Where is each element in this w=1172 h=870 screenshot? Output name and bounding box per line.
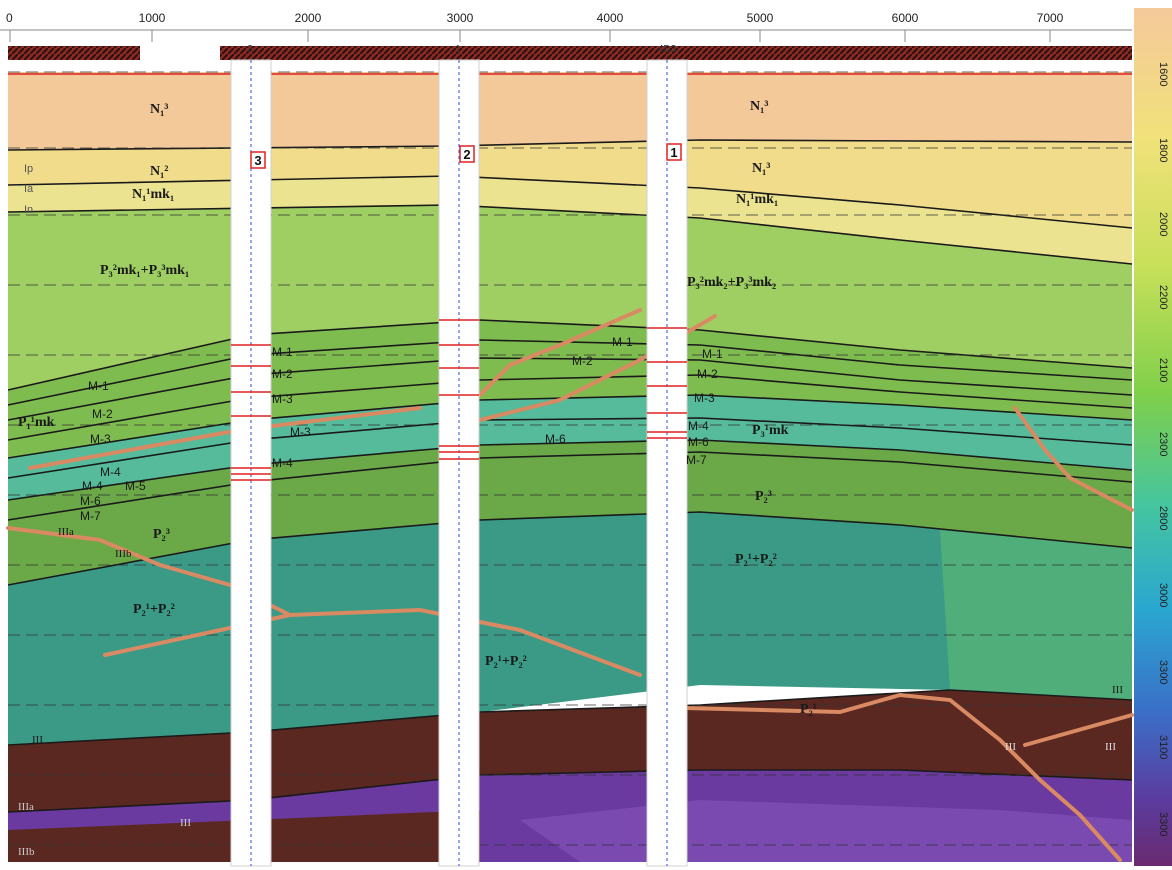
m-left-partial: M-4 (100, 465, 121, 479)
zone-iiib-bottom: IIIb (18, 846, 35, 858)
well-1-top-label: 4D3 (658, 44, 677, 55)
x-tick-6000: 6000 (892, 11, 919, 25)
label-p2-12-mid: P₂¹+P₂² (485, 654, 527, 669)
well-badges: 3 2 1 3 1 4D3 (247, 44, 682, 169)
zone-iiia-left: IIIa (58, 526, 74, 538)
layer-right-block (940, 530, 1132, 700)
horizon-label-group: M-1 M-2 M-3 M-4 M-5 M-6 M-7 M-4 M-1 M-2 … (24, 163, 723, 523)
layer-brown (8, 690, 1132, 812)
depth-tick-9: 3300 (1157, 660, 1169, 684)
m-left-3: M-3 (90, 432, 111, 446)
label-n1mk-left: N₁¹mk₁ (132, 187, 174, 202)
well-2-badge[interactable]: 2 (463, 147, 470, 162)
depth-tick-10: 3100 (1157, 735, 1169, 759)
geology-section (8, 72, 1132, 862)
layer-n1mk (8, 176, 1132, 264)
label-p3mk-right: P₃²mk₂+P₃³mk₂ (687, 275, 776, 290)
x-tick-7000: 7000 (1037, 11, 1064, 25)
layer-p2-3 (8, 440, 1132, 585)
well-3-top-label: 3 (247, 44, 253, 55)
m-right-3: M-3 (694, 391, 715, 405)
depth-tick-1: 1600 (1157, 62, 1169, 86)
label-p3mk-left: P₃²mk₁+P₃³mk₁ (100, 263, 189, 278)
m-left-4: M-4 (82, 479, 103, 493)
m-well3-3b: M-3 (290, 425, 311, 439)
well-2-top-label: 1 (455, 44, 461, 55)
zone-iiia-bottom: IIIa (18, 801, 34, 813)
layer-p1mk (8, 395, 1132, 500)
well-markers (231, 319, 687, 481)
label-p1mk-left: P₁¹mk (18, 415, 55, 430)
m-right-1: M-1 (702, 347, 723, 361)
zone-iiib-left: IIIb (115, 548, 132, 560)
label-p2-12-left: P₂¹+P₂² (133, 602, 175, 617)
left-small-ip: Ip (24, 163, 33, 175)
layer-p3mk (8, 205, 1132, 390)
zone-iii-bottom: III (180, 817, 191, 829)
x-tick-0: 0 (6, 11, 13, 25)
formation-labels: N₁³ N₁³ N₁² N₁³ N₁¹mk₁ N₁¹mk₁ P₃²mk₁+P₃³… (18, 99, 817, 717)
label-n1-2-left: N₁² (150, 164, 169, 179)
m-left-6: M-6 (80, 494, 101, 508)
depth-tick-11: 3300 (1157, 812, 1169, 836)
m-well3-2: M-2 (272, 367, 293, 381)
m-well3-3: M-3 (272, 392, 293, 406)
depth-tick-6: 2300 (1157, 432, 1169, 456)
x-tick-2000: 2000 (295, 11, 322, 25)
layer-n1-2 (8, 140, 1132, 228)
well-1-badge[interactable]: 1 (670, 145, 677, 160)
label-n1-3-left: N₁³ (150, 102, 169, 117)
zone-iii-right: III (1112, 684, 1123, 696)
zone-iii-left: III (32, 734, 43, 746)
well-3-badge[interactable]: 3 (254, 153, 261, 168)
label-p2-1: P₂¹ (800, 702, 817, 717)
m-well3-1: M-1 (272, 345, 293, 359)
layer-n1-3 (8, 72, 1132, 150)
m-left-2: M-2 (92, 407, 113, 421)
top-axis: 0 1000 2000 3000 4000 5000 6000 7000 (0, 11, 1132, 42)
zone-iii-right2: III (1005, 741, 1016, 753)
x-tick-4000: 4000 (597, 11, 624, 25)
m-right-2: M-2 (697, 367, 718, 381)
label-p1mk-right: P₃¹mk (752, 423, 789, 438)
label-p2-3-right: P₂³ (755, 489, 772, 504)
zone-iii-far-right: III (1105, 741, 1116, 753)
m-left-1: M-1 (88, 379, 109, 393)
depth-tick-4: 2200 (1157, 285, 1169, 309)
depth-tick-8: 3000 (1157, 583, 1169, 607)
depth-axis: 1600 1800 2000 2200 2100 2300 2800 3000 … (1157, 62, 1169, 836)
m-right-4: M-4 (688, 419, 709, 433)
wells (230, 59, 688, 867)
layer-p2-12 (8, 512, 1132, 745)
label-p2-3-left: P₂³ (153, 527, 170, 542)
m-well3-4: M-4 (272, 456, 293, 470)
depth-tick-5: 2100 (1157, 358, 1169, 382)
label-n1-2-right: N₁³ (752, 161, 771, 176)
x-tick-3000: 3000 (447, 11, 474, 25)
m-left-7: M-7 (80, 509, 101, 523)
left-small-ia: Ia (24, 183, 34, 195)
surface-hatch-gap (140, 46, 220, 60)
grid-dashed (8, 71, 1132, 846)
depth-tick-7: 2800 (1157, 506, 1169, 530)
label-n1mk-right: N₁¹mk₁ (736, 192, 778, 207)
m-mid-1: M-1 (612, 335, 633, 349)
m-left-5: M-5 (125, 479, 146, 493)
left-small-in: In (24, 204, 33, 216)
label-p2-12-right: P₂¹+P₂² (735, 552, 777, 567)
m-mid-2: M-2 (572, 354, 593, 368)
depth-colorbar (1134, 8, 1172, 866)
m-mid-6: M-6 (545, 432, 566, 446)
m-right-7: M-7 (686, 453, 707, 467)
m-right-6: M-6 (688, 435, 709, 449)
zone-labels: IIIa IIIb III IIIa III IIIb III III III (18, 526, 1123, 858)
depth-tick-2: 1800 (1157, 138, 1169, 162)
horizon-lines (7, 139, 1133, 813)
x-tick-1000: 1000 (139, 11, 166, 25)
label-n1-3-right: N₁³ (750, 99, 769, 114)
surface-hatch-bar (8, 46, 1132, 60)
layer-m-horizons (8, 320, 1132, 458)
depth-tick-3: 2000 (1157, 212, 1169, 236)
x-tick-5000: 5000 (747, 11, 774, 25)
